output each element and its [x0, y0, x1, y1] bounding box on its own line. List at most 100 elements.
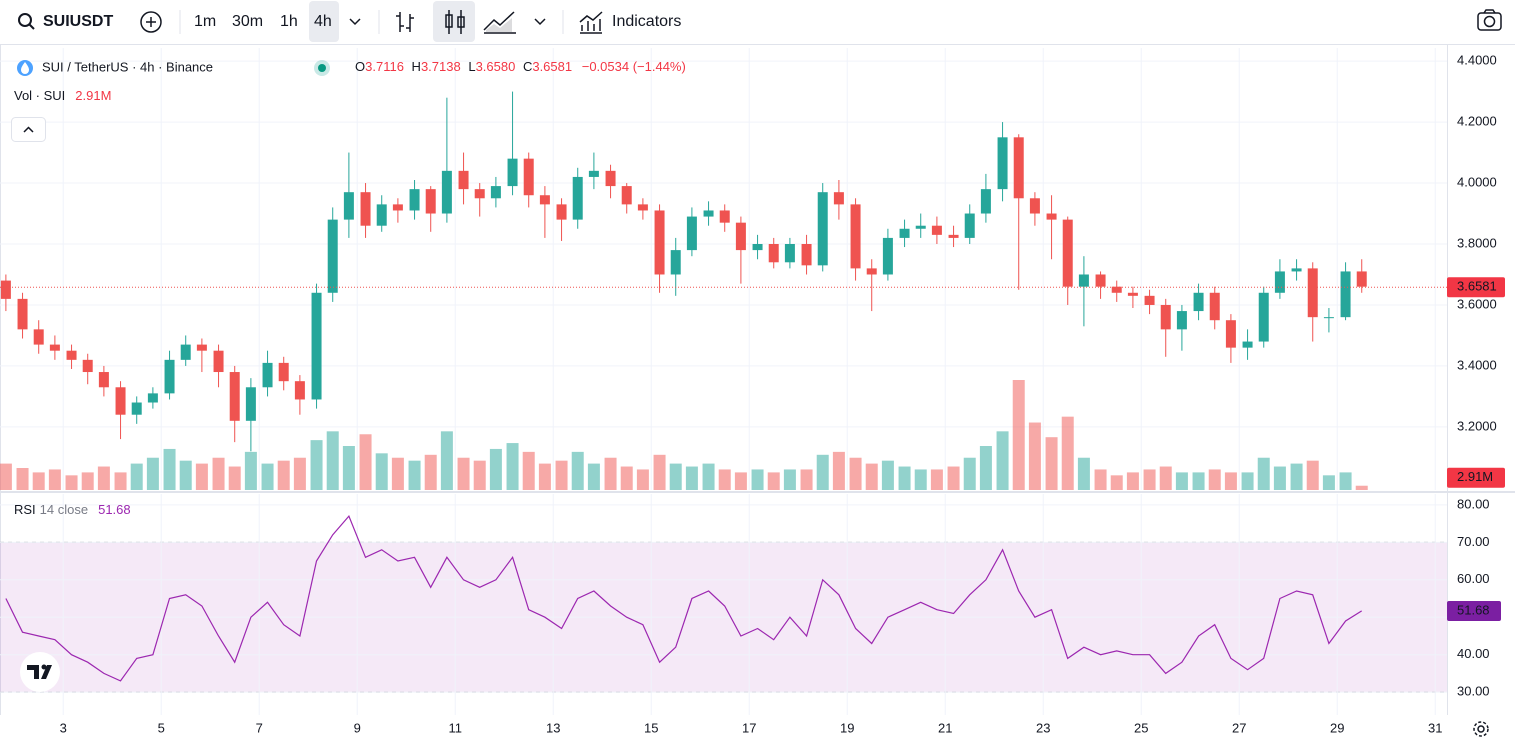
x-tick-label: 29 — [1330, 720, 1344, 735]
rsi-line — [5, 514, 1363, 682]
volume-bar — [114, 472, 127, 490]
volume-legend: Vol · SUI 2.91M — [14, 88, 111, 103]
candle-body — [703, 210, 714, 217]
volume-bar — [0, 463, 12, 490]
tv-logo-bg[interactable] — [20, 652, 60, 692]
x-tick-label: 7 — [256, 720, 263, 735]
rsi-tick-label: 80.00 — [1457, 496, 1490, 511]
style-menu[interactable] — [534, 18, 546, 26]
candle-body — [997, 137, 1008, 190]
y-tick-label: 4.0000 — [1457, 174, 1497, 189]
x-tick-label: 31 — [1428, 720, 1442, 735]
volume-tag — [1447, 467, 1505, 488]
volume-bar — [522, 451, 535, 490]
candle-body — [1062, 219, 1073, 287]
volume-bar — [1012, 380, 1025, 490]
candle-body — [1242, 341, 1253, 348]
candle-body — [131, 402, 142, 415]
legend-key: O — [355, 59, 365, 74]
volume-bar — [1322, 475, 1335, 490]
candle-body — [931, 225, 942, 235]
collapse-legend[interactable] — [11, 117, 46, 142]
candle-body — [1274, 271, 1285, 293]
volume-bar — [1077, 457, 1090, 490]
candle-body — [866, 268, 877, 275]
volume-bar — [783, 469, 796, 490]
volume-bar — [130, 463, 143, 490]
volume-bar — [48, 469, 61, 490]
x-tick-label: 25 — [1134, 720, 1148, 735]
volume-bar — [636, 469, 649, 490]
add-symbol[interactable] — [140, 11, 162, 33]
volume-bar — [326, 431, 339, 490]
candle-body — [343, 192, 354, 220]
candle-body — [245, 387, 256, 421]
legend-value: 3.6581 — [532, 59, 572, 74]
candle-body — [311, 292, 322, 400]
candle-body — [1209, 292, 1220, 321]
rsi-tick-label: 60.00 — [1457, 571, 1490, 586]
interval-button[interactable]: 1h — [280, 13, 298, 30]
volume-bar — [359, 434, 372, 490]
volume-bar — [16, 468, 29, 490]
interval-button[interactable]: 1m — [194, 13, 216, 30]
volume-bar — [1208, 469, 1221, 490]
volume-bar — [261, 463, 274, 490]
screenshot-icon[interactable] — [1477, 9, 1502, 31]
candle-body — [719, 210, 730, 223]
indicators-icon[interactable] — [579, 11, 603, 34]
legend-change: −0.0534 (−1.44%) — [582, 59, 686, 74]
candle-body — [458, 170, 469, 190]
candle-style-active[interactable] — [433, 1, 475, 42]
settings-icon[interactable] — [1473, 721, 1489, 737]
candle-body — [66, 350, 77, 360]
rsi-tag — [1447, 600, 1501, 621]
candle-body — [392, 204, 403, 211]
candle-body — [17, 298, 28, 330]
indicators-button[interactable]: Indicators — [612, 13, 681, 30]
volume-bar — [277, 460, 290, 490]
toolbar: SUIUSDT 1m 30m 1h 4h Indicators — [0, 1, 1515, 45]
candle-body — [621, 186, 632, 205]
interval-button[interactable]: 4h — [314, 13, 332, 30]
candle-body — [98, 372, 109, 388]
volume-bar — [620, 466, 633, 490]
x-tick-label: 15 — [644, 720, 658, 735]
bar-style[interactable] — [396, 12, 414, 32]
candle-body — [539, 195, 550, 205]
rsi-tag-label: 51.68 — [1457, 602, 1490, 617]
volume-bar — [800, 469, 813, 490]
volume-bar — [979, 446, 992, 490]
volume-bar — [1339, 472, 1352, 490]
interval-button[interactable]: 30m — [232, 13, 263, 30]
volume-bar — [457, 457, 470, 490]
interval-menu[interactable] — [349, 18, 361, 26]
candle-body — [1046, 213, 1057, 220]
candle-body — [801, 244, 812, 266]
symbol[interactable]: SUIUSDT — [43, 13, 113, 30]
search-icon[interactable] — [18, 13, 35, 30]
line-style[interactable] — [483, 11, 516, 34]
volume-bar — [440, 431, 453, 490]
volume-bar — [816, 454, 829, 490]
candle-body — [784, 244, 795, 263]
volume-bar — [1241, 472, 1254, 490]
last-price-label: 3.6581 — [1457, 279, 1497, 294]
candle-body — [441, 170, 452, 214]
volume-bar — [767, 472, 780, 490]
intervals: 1m 30m 1h 4h — [194, 1, 339, 42]
volume-bar — [881, 460, 894, 490]
volume-bar — [865, 463, 878, 490]
candle-body — [425, 189, 436, 214]
volume-bar — [1273, 466, 1286, 490]
candle-body — [964, 213, 975, 238]
candle-body — [948, 234, 959, 238]
candle-body — [523, 158, 534, 196]
candle-body — [1095, 274, 1106, 287]
volume-bar — [1028, 422, 1041, 490]
volume-bar — [293, 457, 306, 490]
candle-body — [980, 189, 991, 214]
candle-body — [147, 393, 158, 403]
rsi-legend: RSI 14 close 51.68 — [14, 502, 131, 517]
candle-body — [376, 204, 387, 226]
